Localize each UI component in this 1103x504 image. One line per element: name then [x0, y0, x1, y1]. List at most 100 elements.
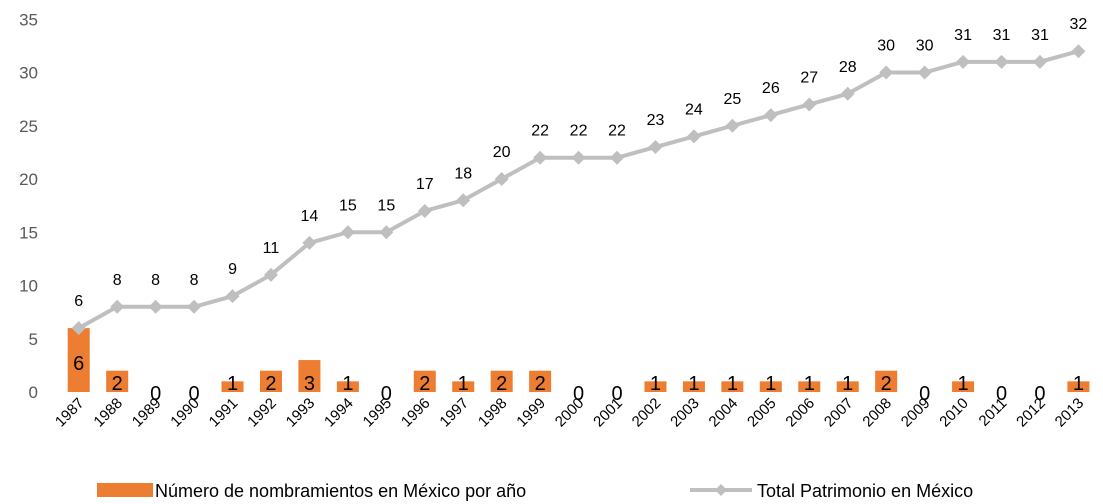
line-point — [379, 225, 394, 240]
bar-data-label: 2 — [112, 373, 123, 395]
line-data-label: 20 — [493, 144, 511, 161]
line-data-label: 17 — [416, 176, 434, 193]
x-tick-label: 1991 — [206, 395, 242, 431]
bar — [759, 381, 782, 392]
bar — [221, 381, 244, 392]
line-point — [148, 299, 163, 314]
bar — [682, 381, 705, 392]
line-point — [802, 97, 817, 112]
bar-data-label: 0 — [1034, 383, 1045, 405]
bar-data-label: 3 — [304, 373, 315, 395]
y-tick-label: 30 — [19, 64, 38, 83]
line-point — [263, 267, 278, 282]
y-tick-label: 15 — [19, 223, 38, 242]
bar-data-label: 2 — [265, 373, 276, 395]
bar — [952, 381, 975, 392]
bar-data-label: 1 — [342, 373, 353, 395]
x-tick-label: 2005 — [744, 395, 780, 431]
bar-data-label: 1 — [958, 373, 969, 395]
line-point — [225, 289, 240, 304]
x-tick-label: 2002 — [629, 395, 665, 431]
x-tick-label: 2010 — [936, 395, 972, 431]
x-tick-label: 1997 — [436, 395, 472, 431]
bar — [529, 370, 552, 392]
bar-data-label: 1 — [650, 373, 661, 395]
bar — [413, 370, 436, 392]
line-data-label: 6 — [74, 293, 83, 310]
bar-data-label: 2 — [419, 373, 430, 395]
line-data-label: 23 — [647, 112, 665, 129]
line-data-label: 8 — [113, 272, 122, 289]
line-point — [686, 129, 701, 144]
y-tick-label: 35 — [19, 10, 38, 29]
x-tick-label: 2003 — [667, 395, 703, 431]
bar-data-label: 2 — [535, 373, 546, 395]
line-data-label: 8 — [151, 272, 160, 289]
bar-data-label: 1 — [804, 373, 815, 395]
line-point — [494, 172, 509, 186]
line-point — [571, 150, 586, 165]
line-point — [648, 140, 663, 155]
bar-data-label: 0 — [919, 383, 930, 405]
line-data-label: 18 — [454, 165, 472, 182]
x-tick-label: 1988 — [90, 395, 126, 431]
bar-data-label: 0 — [189, 383, 200, 405]
line-data-label: 30 — [877, 38, 895, 55]
line-point — [302, 235, 317, 250]
x-tick-label: 1994 — [321, 395, 357, 431]
bar — [298, 360, 321, 392]
line-point — [917, 65, 932, 80]
line-data-label: 8 — [190, 272, 199, 289]
line-point — [1071, 44, 1086, 59]
line-data-label: 25 — [723, 91, 741, 108]
x-tick-label: 2013 — [1052, 395, 1088, 431]
line-data-label: 31 — [1031, 27, 1049, 44]
bar — [452, 381, 475, 392]
x-tick-label: 1996 — [398, 395, 434, 431]
y-axis: 0 5 10 15 20 25 30 35 — [19, 10, 38, 402]
line-data-label: 9 — [228, 261, 237, 278]
line-data-label: 28 — [839, 59, 857, 76]
bar — [798, 381, 821, 392]
bar-data-label: 1 — [842, 373, 853, 395]
bar-data-label: 6 — [73, 353, 84, 375]
bar — [106, 370, 129, 392]
line-point — [533, 150, 548, 165]
line-point — [110, 299, 125, 314]
bar-data-label: 1 — [1073, 373, 1084, 395]
bar-data-label: 2 — [881, 373, 892, 395]
x-tick-label: 2006 — [782, 395, 818, 431]
line-data-label: 26 — [762, 80, 780, 97]
line-point — [994, 54, 1009, 69]
line-data-label: 15 — [339, 197, 357, 214]
line-data-label: 31 — [993, 27, 1011, 44]
bar-data-label: 0 — [611, 383, 622, 405]
bar-data-label: 1 — [458, 373, 469, 395]
line-point — [456, 193, 471, 208]
y-tick-label: 0 — [29, 383, 38, 402]
line-point — [417, 203, 432, 218]
bar — [336, 381, 359, 392]
line-point — [725, 118, 740, 133]
line-data-label: 31 — [954, 27, 972, 44]
line-point — [956, 54, 971, 69]
bar — [875, 370, 898, 392]
line-data-label: 22 — [608, 123, 626, 140]
legend-bar-label: Número de nombramientos en México por añ… — [155, 481, 526, 501]
bar-data-label: 0 — [381, 383, 392, 405]
y-tick-label: 20 — [19, 170, 38, 189]
line-data-label: 22 — [570, 123, 588, 140]
x-tick-label: 1987 — [52, 395, 88, 431]
bar-data-label: 0 — [573, 383, 584, 405]
bar-data-label: 1 — [688, 373, 699, 395]
line-data-label: 27 — [800, 69, 818, 86]
line-point — [763, 108, 778, 123]
bar-series: 6 2 0 0 1 2 3 1 0 2 1 2 2 0 0 1 1 1 1 1 1 2 0 1 0 0 1 — [67, 328, 1090, 405]
x-tick-label: 2008 — [859, 395, 895, 431]
x-tick-label: 1999 — [513, 395, 549, 431]
line-data-label: 14 — [301, 208, 319, 225]
x-axis: 1987 1988 1989 1990 1991 1992 1993 1994 1995 1996… — [52, 395, 1087, 431]
line-point — [187, 299, 202, 314]
legend-line-marker — [715, 484, 727, 496]
